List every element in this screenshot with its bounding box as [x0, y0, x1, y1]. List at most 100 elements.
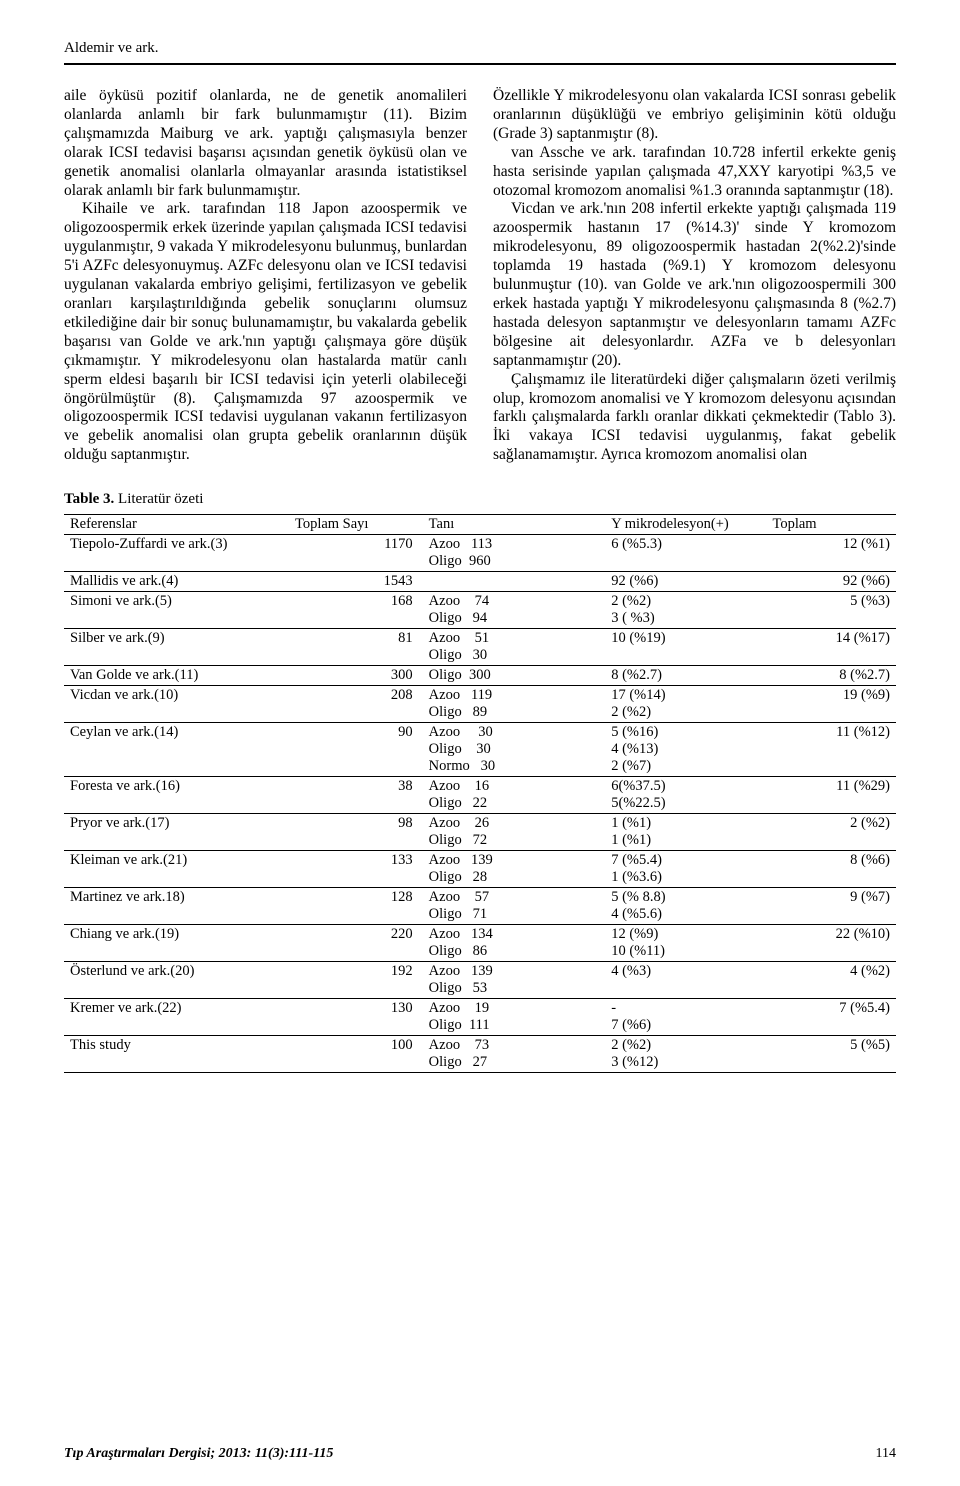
body-columns: aile öyküsü pozitif olanlarda, ne de gen… — [64, 87, 896, 465]
cell-ymikro: 8 (%2.7) — [605, 666, 766, 686]
cell-ref: Kremer ve ark.(22) — [64, 999, 289, 1036]
cell-ref: Kleiman ve ark.(21) — [64, 851, 289, 888]
cell-tani: Azoo 51 Oligo 30 — [423, 629, 606, 666]
cell-total-n: 168 — [289, 592, 423, 629]
cell-tani: Azoo 73 Oligo 27 — [423, 1036, 606, 1073]
cell-ymikro: 2 (%2) 3 ( %3) — [605, 592, 766, 629]
cell-tani: Azoo 74 Oligo 94 — [423, 592, 606, 629]
cell-ref: Foresta ve ark.(16) — [64, 777, 289, 814]
cell-tani: Azoo 26 Oligo 72 — [423, 814, 606, 851]
cell-toplam: 11 (%12) — [766, 723, 896, 777]
cell-total-n: 81 — [289, 629, 423, 666]
table-row: Simoni ve ark.(5)168Azoo 74 Oligo 942 (%… — [64, 592, 896, 629]
cell-ref: Vicdan ve ark.(10) — [64, 686, 289, 723]
table-caption: Table 3. Literatür özeti — [64, 491, 896, 508]
cell-total-n: 100 — [289, 1036, 423, 1073]
paragraph: Kihaile ve ark. tarafından 118 Japon azo… — [64, 200, 467, 465]
col-referenslar: Referenslar — [64, 515, 289, 535]
cell-total-n: 220 — [289, 925, 423, 962]
table-row: This study100Azoo 73 Oligo 272 (%2) 3 (%… — [64, 1036, 896, 1073]
paragraph: aile öyküsü pozitif olanlarda, ne de gen… — [64, 87, 467, 200]
cell-tani: Azoo 57 Oligo 71 — [423, 888, 606, 925]
cell-ref: Simoni ve ark.(5) — [64, 592, 289, 629]
footer-journal: Tıp Araştırmaları Dergisi; 2013: 11(3):1… — [64, 1446, 333, 1462]
cell-total-n: 38 — [289, 777, 423, 814]
cell-tani: Azoo 19 Oligo 111 — [423, 999, 606, 1036]
cell-toplam: 5 (%3) — [766, 592, 896, 629]
table-row: Silber ve ark.(9)81Azoo 51 Oligo 3010 (%… — [64, 629, 896, 666]
literature-table: Referenslar Toplam Sayı Tanı Y mikrodele… — [64, 514, 896, 1073]
cell-ymikro: 5 (% 8.8) 4 (%5.6) — [605, 888, 766, 925]
cell-ref: Ceylan ve ark.(14) — [64, 723, 289, 777]
table-row: Martinez ve ark.18)128Azoo 57 Oligo 715 … — [64, 888, 896, 925]
table-row: Pryor ve ark.(17)98Azoo 26 Oligo 721 (%1… — [64, 814, 896, 851]
cell-toplam: 92 (%6) — [766, 572, 896, 592]
page-footer: Tıp Araştırmaları Dergisi; 2013: 11(3):1… — [64, 1446, 896, 1462]
cell-total-n: 192 — [289, 962, 423, 999]
cell-tani: Azoo 113 Oligo 960 — [423, 535, 606, 572]
cell-ymikro: 92 (%6) — [605, 572, 766, 592]
cell-ref: Pryor ve ark.(17) — [64, 814, 289, 851]
cell-total-n: 130 — [289, 999, 423, 1036]
cell-ymikro: 7 (%5.4) 1 (%3.6) — [605, 851, 766, 888]
cell-toplam: 14 (%17) — [766, 629, 896, 666]
cell-toplam: 8 (%2.7) — [766, 666, 896, 686]
cell-total-n: 208 — [289, 686, 423, 723]
cell-toplam: 4 (%2) — [766, 962, 896, 999]
cell-toplam: 5 (%5) — [766, 1036, 896, 1073]
cell-toplam: 9 (%7) — [766, 888, 896, 925]
cell-toplam: 11 (%29) — [766, 777, 896, 814]
table-header-row: Referenslar Toplam Sayı Tanı Y mikrodele… — [64, 515, 896, 535]
table-row: Chiang ve ark.(19)220Azoo 134 Oligo 8612… — [64, 925, 896, 962]
cell-tani: Azoo 119 Oligo 89 — [423, 686, 606, 723]
cell-tani: Azoo 30 Oligo 30 Normo 30 — [423, 723, 606, 777]
cell-total-n: 133 — [289, 851, 423, 888]
cell-ymikro: 4 (%3) — [605, 962, 766, 999]
col-toplam-sayi: Toplam Sayı — [289, 515, 423, 535]
cell-ymikro: 6 (%5.3) — [605, 535, 766, 572]
cell-total-n: 300 — [289, 666, 423, 686]
table-caption-rest: Literatür özeti — [114, 491, 203, 507]
cell-ref: Mallidis ve ark.(4) — [64, 572, 289, 592]
cell-ref: Martinez ve ark.18) — [64, 888, 289, 925]
paragraph: Vicdan ve ark.'nın 208 infertil erkekte … — [493, 200, 896, 370]
cell-total-n: 90 — [289, 723, 423, 777]
cell-ymikro: 5 (%16) 4 (%13) 2 (%7) — [605, 723, 766, 777]
top-rule — [64, 63, 896, 65]
cell-toplam: 12 (%1) — [766, 535, 896, 572]
cell-ref: Tiepolo-Zuffardi ve ark.(3) — [64, 535, 289, 572]
paragraph: Özellikle Y mikrodelesyonu olan vakalard… — [493, 87, 896, 144]
cell-tani — [423, 572, 606, 592]
cell-ymikro: 12 (%9) 10 (%11) — [605, 925, 766, 962]
cell-ymikro: 1 (%1) 1 (%1) — [605, 814, 766, 851]
table-row: Kleiman ve ark.(21)133Azoo 139 Oligo 287… — [64, 851, 896, 888]
cell-toplam: 2 (%2) — [766, 814, 896, 851]
table-row: Ceylan ve ark.(14)90Azoo 30 Oligo 30 Nor… — [64, 723, 896, 777]
footer-page-number: 114 — [876, 1446, 896, 1462]
cell-total-n: 98 — [289, 814, 423, 851]
cell-toplam: 8 (%6) — [766, 851, 896, 888]
cell-toplam: 22 (%10) — [766, 925, 896, 962]
col-ymikro: Y mikrodelesyon(+) — [605, 515, 766, 535]
cell-ref: This study — [64, 1036, 289, 1073]
cell-total-n: 128 — [289, 888, 423, 925]
cell-ref: Chiang ve ark.(19) — [64, 925, 289, 962]
cell-tani: Azoo 139 Oligo 53 — [423, 962, 606, 999]
running-head: Aldemir ve ark. — [64, 40, 896, 57]
cell-ymikro: 6(%37.5) 5(%22.5) — [605, 777, 766, 814]
cell-tani: Azoo 134 Oligo 86 — [423, 925, 606, 962]
table-row: Tiepolo-Zuffardi ve ark.(3)1170Azoo 113 … — [64, 535, 896, 572]
cell-total-n: 1170 — [289, 535, 423, 572]
cell-ref: Silber ve ark.(9) — [64, 629, 289, 666]
col-tani: Tanı — [423, 515, 606, 535]
table-row: Van Golde ve ark.(11)300Oligo 3008 (%2.7… — [64, 666, 896, 686]
table-row: Österlund ve ark.(20)192Azoo 139 Oligo 5… — [64, 962, 896, 999]
table-row: Vicdan ve ark.(10)208Azoo 119 Oligo 8917… — [64, 686, 896, 723]
paragraph: van Assche ve ark. tarafından 10.728 inf… — [493, 144, 896, 201]
cell-toplam: 19 (%9) — [766, 686, 896, 723]
cell-toplam: 7 (%5.4) — [766, 999, 896, 1036]
table-row: Kremer ve ark.(22)130Azoo 19 Oligo 111- … — [64, 999, 896, 1036]
table-caption-bold: Table 3. — [64, 491, 114, 507]
cell-ref: Österlund ve ark.(20) — [64, 962, 289, 999]
cell-ymikro: 10 (%19) — [605, 629, 766, 666]
